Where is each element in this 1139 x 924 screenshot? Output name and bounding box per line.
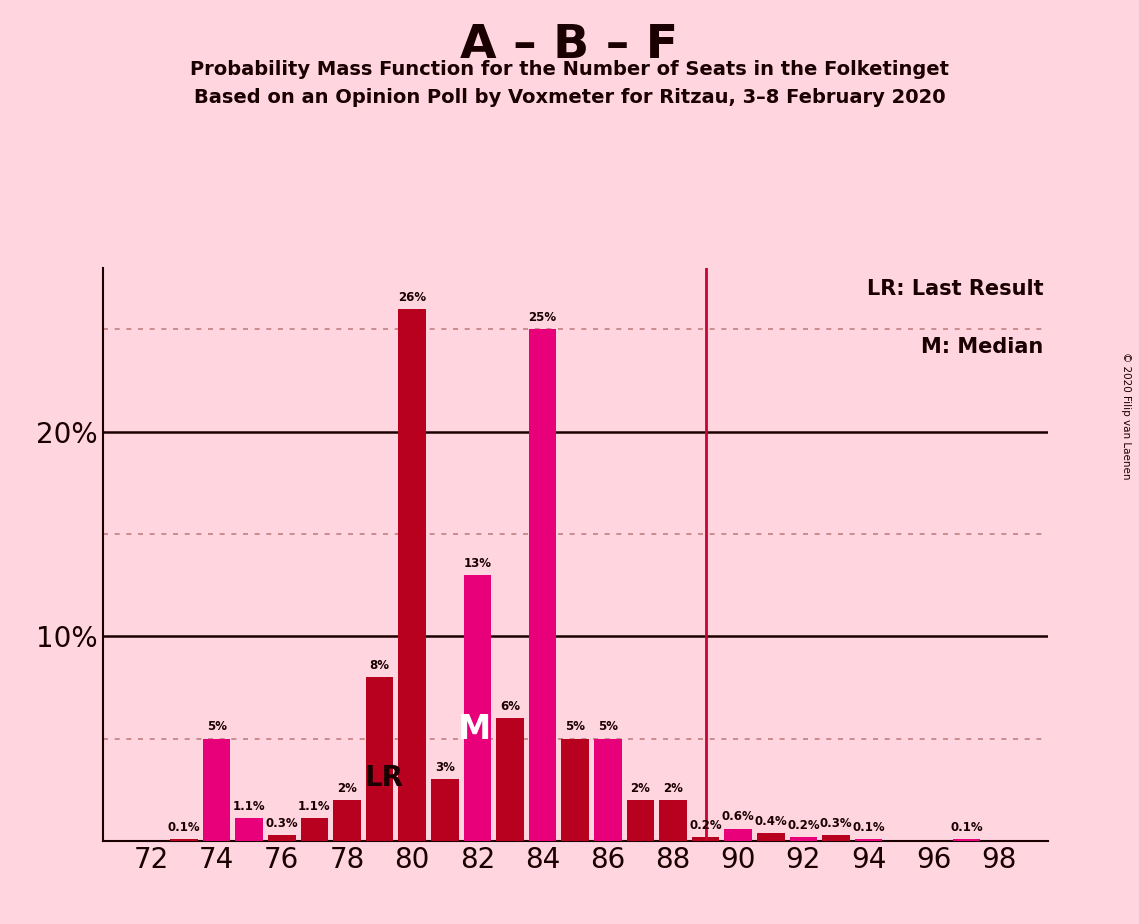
Text: 26%: 26% [399,291,426,304]
Text: 25%: 25% [528,311,557,324]
Bar [399,309,426,841]
Bar [724,829,752,841]
Text: 0.6%: 0.6% [722,810,754,823]
Bar [822,834,850,841]
Bar [268,834,296,841]
Text: 0.1%: 0.1% [167,821,200,833]
Bar [789,837,818,841]
Text: © 2020 Filip van Laenen: © 2020 Filip van Laenen [1121,352,1131,480]
Bar [691,837,720,841]
Bar [431,780,459,841]
Text: 5%: 5% [565,721,585,734]
Text: 2%: 2% [631,782,650,795]
Text: 0.2%: 0.2% [787,819,820,832]
Bar [593,738,622,841]
Bar [301,819,328,841]
Bar [170,839,198,841]
Bar [333,800,361,841]
Bar [464,575,491,841]
Bar [626,800,654,841]
Bar [236,819,263,841]
Text: M: Median: M: Median [921,336,1043,357]
Bar [952,839,981,841]
Bar [366,677,393,841]
Text: 2%: 2% [663,782,683,795]
Text: Based on an Opinion Poll by Voxmeter for Ritzau, 3–8 February 2020: Based on an Opinion Poll by Voxmeter for… [194,88,945,107]
Text: 0.2%: 0.2% [689,819,722,832]
Text: 0.4%: 0.4% [754,815,787,828]
Text: 1.1%: 1.1% [298,800,330,813]
Bar [497,718,524,841]
Text: 2%: 2% [337,782,357,795]
Text: 1.1%: 1.1% [232,800,265,813]
Bar [203,738,230,841]
Text: 5%: 5% [206,721,227,734]
Text: A – B – F: A – B – F [460,23,679,68]
Text: LR: Last Result: LR: Last Result [867,279,1043,299]
Text: 8%: 8% [369,659,390,672]
Bar [562,738,589,841]
Text: Probability Mass Function for the Number of Seats in the Folketinget: Probability Mass Function for the Number… [190,60,949,79]
Text: 0.1%: 0.1% [852,821,885,833]
Bar [528,329,557,841]
Bar [757,833,785,841]
Text: LR: LR [364,764,404,792]
Text: 3%: 3% [435,761,454,774]
Bar [854,839,883,841]
Text: 0.3%: 0.3% [820,817,852,830]
Text: M: M [458,712,491,746]
Bar [659,800,687,841]
Text: 13%: 13% [464,557,491,570]
Text: 0.1%: 0.1% [950,821,983,833]
Text: 5%: 5% [598,721,617,734]
Text: 0.3%: 0.3% [265,817,298,830]
Text: 6%: 6% [500,700,521,713]
